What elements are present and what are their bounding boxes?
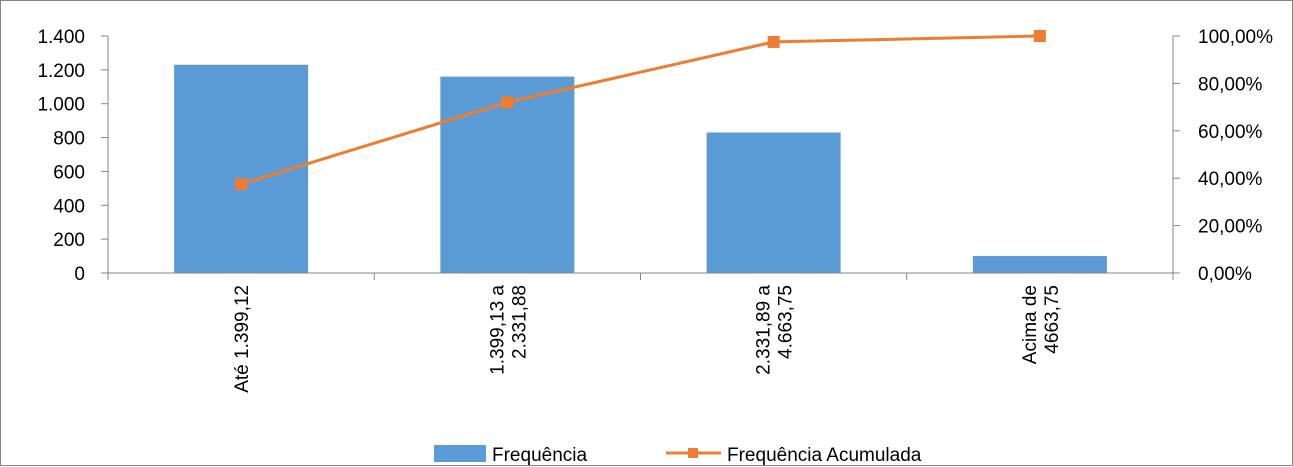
category-label: 1.399,13 a bbox=[487, 285, 508, 375]
category-label: Acima de bbox=[1020, 285, 1041, 364]
category-label: 2.331,88 bbox=[509, 285, 530, 359]
left-tick-label: 1.200 bbox=[37, 61, 85, 82]
line-series bbox=[235, 30, 1046, 190]
left-tick-label: 1.400 bbox=[37, 27, 85, 48]
right-tick-label: 20,00% bbox=[1198, 217, 1263, 238]
category-label: 4.663,75 bbox=[776, 285, 797, 359]
left-tick-label: 600 bbox=[53, 162, 85, 183]
left-tick-label: 800 bbox=[53, 129, 85, 150]
bar bbox=[707, 132, 841, 273]
right-tick-label: 40,00% bbox=[1198, 169, 1263, 190]
right-tick-label: 0,00% bbox=[1198, 264, 1252, 285]
right-axis-ticks: 0,00% 20,00% 40,00% 60,00% 80,00% 100,00% bbox=[1173, 27, 1273, 285]
left-tick-label: 200 bbox=[53, 230, 85, 251]
legend-swatch-marker bbox=[688, 448, 698, 458]
category-label: 2.331,89 a bbox=[754, 285, 775, 375]
right-tick-label: 80,00% bbox=[1198, 74, 1263, 95]
legend-label-bar: Frequência bbox=[492, 445, 587, 466]
bar bbox=[973, 256, 1107, 273]
right-tick-label: 100,00% bbox=[1198, 27, 1273, 48]
line-marker bbox=[768, 36, 780, 48]
left-tick-label: 1.000 bbox=[37, 95, 85, 116]
category-label: 4663,75 bbox=[1042, 285, 1063, 354]
category-label: Até 1.399,12 bbox=[232, 285, 253, 393]
legend: Frequência Frequência Acumulada bbox=[434, 445, 922, 466]
line-path bbox=[241, 36, 1040, 184]
left-tick-label: 0 bbox=[74, 264, 85, 285]
category-labels: Até 1.399,12 1.399,13 a 2.331,88 2.331,89 a… bbox=[232, 285, 1063, 393]
line-marker bbox=[1034, 30, 1046, 42]
legend-swatch-bar bbox=[434, 445, 486, 462]
left-tick-label: 400 bbox=[53, 196, 85, 217]
bar-series bbox=[174, 65, 1107, 273]
left-axis-ticks: 0 200 400 600 800 1.000 1.200 1.400 bbox=[37, 27, 108, 285]
line-marker bbox=[235, 178, 247, 190]
legend-label-line: Frequência Acumulada bbox=[727, 445, 922, 466]
line-marker bbox=[501, 96, 513, 108]
right-tick-label: 60,00% bbox=[1198, 122, 1263, 143]
